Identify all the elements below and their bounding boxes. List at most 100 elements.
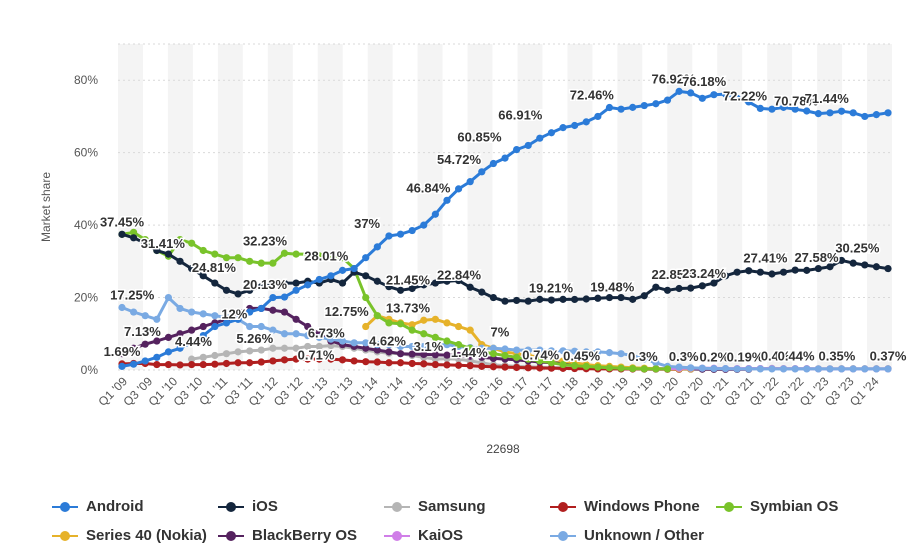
data-point[interactable] xyxy=(629,103,637,111)
data-point[interactable] xyxy=(640,292,648,300)
data-point[interactable] xyxy=(338,266,347,274)
data-point[interactable] xyxy=(315,333,323,341)
data-point[interactable] xyxy=(211,322,219,331)
data-point[interactable] xyxy=(652,359,660,367)
data-point[interactable] xyxy=(687,364,695,372)
data-point[interactable] xyxy=(211,312,219,320)
data-point[interactable] xyxy=(559,124,567,132)
data-point[interactable] xyxy=(849,109,857,117)
legend-item-series-40-nokia-[interactable]: Series 40 (Nokia) xyxy=(52,527,218,544)
data-point[interactable] xyxy=(280,279,289,287)
data-point[interactable] xyxy=(396,350,405,358)
data-point[interactable] xyxy=(280,293,289,301)
data-point[interactable] xyxy=(652,100,660,108)
data-point[interactable] xyxy=(408,284,416,293)
data-point[interactable] xyxy=(280,356,289,364)
data-point[interactable] xyxy=(513,353,521,361)
data-point[interactable] xyxy=(582,295,590,303)
data-point[interactable] xyxy=(408,350,416,358)
data-point[interactable] xyxy=(501,363,509,371)
data-point[interactable] xyxy=(118,230,126,238)
legend-item-android[interactable]: Android xyxy=(52,498,218,515)
data-point[interactable] xyxy=(350,357,358,365)
data-point[interactable] xyxy=(199,360,207,369)
data-point[interactable] xyxy=(304,250,312,258)
data-point[interactable] xyxy=(130,308,138,316)
data-point[interactable] xyxy=(338,337,347,345)
data-point[interactable] xyxy=(640,101,648,110)
data-point[interactable] xyxy=(547,364,556,372)
data-point[interactable] xyxy=(710,279,718,287)
data-point[interactable] xyxy=(338,254,347,262)
data-point[interactable] xyxy=(188,339,196,347)
data-point[interactable] xyxy=(431,279,439,287)
data-point[interactable] xyxy=(629,364,637,373)
data-point[interactable] xyxy=(513,363,521,372)
data-point[interactable] xyxy=(373,277,381,285)
legend-item-windows-phone[interactable]: Windows Phone xyxy=(550,498,716,515)
data-point[interactable] xyxy=(640,365,648,373)
data-point[interactable] xyxy=(721,90,730,98)
data-point[interactable] xyxy=(443,277,451,285)
data-point[interactable] xyxy=(176,236,184,244)
data-point[interactable] xyxy=(420,350,428,359)
data-point[interactable] xyxy=(199,322,207,331)
data-point[interactable] xyxy=(466,326,474,334)
data-point[interactable] xyxy=(246,359,254,367)
data-point[interactable] xyxy=(269,293,277,302)
data-point[interactable] xyxy=(385,283,393,291)
data-point[interactable] xyxy=(199,353,207,361)
data-point[interactable] xyxy=(188,326,196,334)
data-point[interactable] xyxy=(211,250,219,258)
data-point[interactable] xyxy=(779,268,788,276)
data-point[interactable] xyxy=(663,96,672,104)
data-point[interactable] xyxy=(524,355,532,363)
data-point[interactable] xyxy=(176,330,184,338)
data-point[interactable] xyxy=(513,346,521,354)
data-point[interactable] xyxy=(478,168,486,176)
data-point[interactable] xyxy=(594,348,602,356)
data-point[interactable] xyxy=(362,322,370,331)
data-point[interactable] xyxy=(640,355,648,363)
data-point[interactable] xyxy=(466,283,474,291)
data-point[interactable] xyxy=(861,261,869,269)
data-point[interactable] xyxy=(257,283,265,291)
data-point[interactable] xyxy=(594,112,602,121)
data-point[interactable] xyxy=(269,344,277,352)
data-point[interactable] xyxy=(211,351,219,360)
data-point[interactable] xyxy=(420,221,428,229)
data-point[interactable] xyxy=(373,358,381,366)
data-point[interactable] xyxy=(153,337,161,345)
data-point[interactable] xyxy=(536,346,544,354)
data-point[interactable] xyxy=(222,350,231,358)
data-point[interactable] xyxy=(768,365,776,373)
data-point[interactable] xyxy=(803,107,811,115)
data-point[interactable] xyxy=(292,286,300,294)
data-point[interactable] xyxy=(454,341,463,349)
data-point[interactable] xyxy=(779,365,788,373)
data-point[interactable] xyxy=(118,303,126,312)
data-point[interactable] xyxy=(141,357,149,365)
data-point[interactable] xyxy=(292,315,300,323)
data-point[interactable] xyxy=(443,351,451,359)
data-point[interactable] xyxy=(489,293,497,302)
data-point[interactable] xyxy=(211,279,219,287)
data-point[interactable] xyxy=(733,94,741,102)
data-point[interactable] xyxy=(861,112,869,121)
data-point[interactable] xyxy=(130,234,138,242)
data-point[interactable] xyxy=(431,210,439,218)
data-point[interactable] xyxy=(466,362,474,370)
data-point[interactable] xyxy=(211,360,219,368)
data-point[interactable] xyxy=(513,296,521,305)
data-point[interactable] xyxy=(234,254,242,262)
data-point[interactable] xyxy=(304,355,312,363)
data-point[interactable] xyxy=(652,365,660,373)
data-point[interactable] xyxy=(478,362,486,370)
data-point[interactable] xyxy=(408,359,416,368)
data-point[interactable] xyxy=(687,89,695,97)
data-point[interactable] xyxy=(814,365,822,373)
data-point[interactable] xyxy=(489,344,497,352)
data-point[interactable] xyxy=(443,361,451,369)
data-point[interactable] xyxy=(536,364,544,372)
data-point[interactable] xyxy=(698,282,706,290)
